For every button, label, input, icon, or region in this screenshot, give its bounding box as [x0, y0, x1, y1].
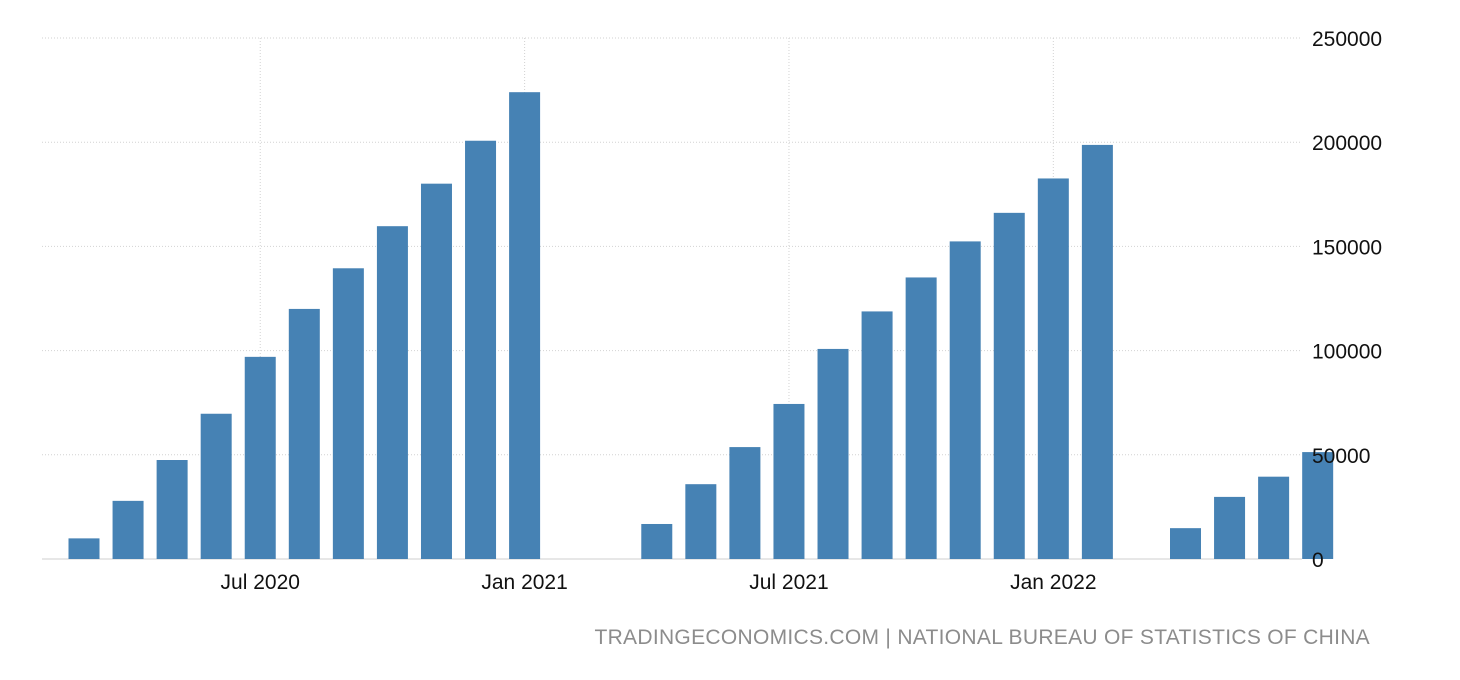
- y-axis: 0 50000 100000 150000 200000 250000: [1312, 28, 1382, 572]
- bar: [1081, 144, 1113, 560]
- bar: [1037, 178, 1069, 559]
- bar: [1170, 528, 1201, 559]
- bar: [244, 356, 276, 559]
- bar: [685, 484, 717, 559]
- bar: [200, 413, 232, 559]
- bar: [993, 212, 1025, 559]
- x-axis: Jul 2020 Jan 2021 Jul 2021 Jan 2022: [221, 571, 1097, 594]
- bar: [112, 500, 144, 559]
- source-attribution: TRADINGECONOMICS.COM | NATIONAL BUREAU O…: [594, 626, 1370, 649]
- y-tick-label: 150000: [1312, 236, 1382, 259]
- x-tick-label: Jul 2021: [749, 571, 828, 594]
- bar: [465, 140, 497, 559]
- bar: [1214, 496, 1246, 559]
- bar: [773, 403, 805, 559]
- bar: [420, 183, 452, 559]
- bar: [288, 308, 320, 559]
- y-tick-label: 50000: [1312, 445, 1370, 468]
- bar: [1258, 476, 1290, 559]
- bar: [68, 538, 100, 559]
- bar: [156, 460, 188, 559]
- y-tick-label: 100000: [1312, 341, 1382, 364]
- bar: [1302, 452, 1334, 559]
- bar: [332, 268, 364, 559]
- bar: [376, 226, 408, 560]
- bars: [68, 92, 1334, 560]
- bar: [509, 92, 541, 560]
- bar: [817, 348, 849, 559]
- bar: [905, 277, 937, 559]
- y-tick-label: 0: [1312, 549, 1324, 572]
- bar: [641, 523, 673, 559]
- bar: [861, 311, 893, 559]
- y-tick-label: 250000: [1312, 28, 1382, 51]
- x-tick-label: Jul 2020: [221, 571, 300, 594]
- x-tick-label: Jan 2022: [1010, 571, 1096, 594]
- y-tick-label: 200000: [1312, 132, 1382, 155]
- bar: [949, 241, 981, 559]
- x-tick-label: Jan 2021: [481, 571, 567, 594]
- bar: [729, 447, 761, 559]
